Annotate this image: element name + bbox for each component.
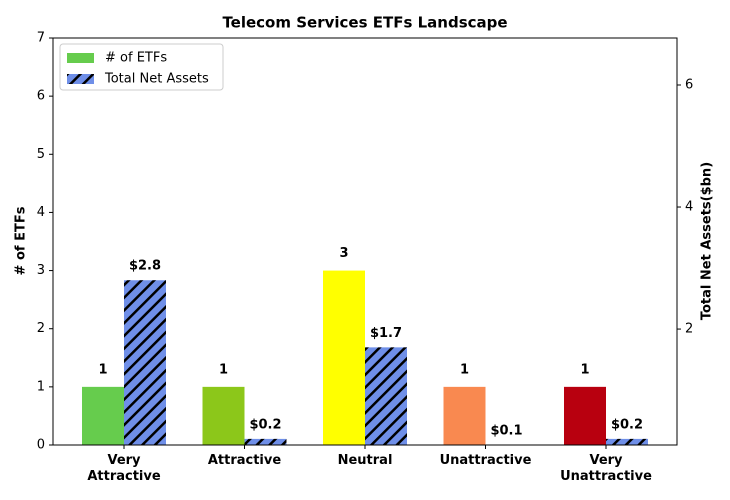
bar-group — [606, 438, 648, 445]
bar-group — [244, 438, 287, 445]
bar — [564, 386, 606, 445]
y-tick-label: 4 — [37, 205, 45, 220]
y2-tick-label: 4 — [685, 200, 693, 215]
value-label: 1 — [98, 362, 107, 377]
value-label: 1 — [460, 362, 469, 377]
value-label: 3 — [339, 246, 348, 261]
bar-hatch — [124, 280, 166, 445]
x-tick-label: Very Unattractive — [560, 453, 652, 484]
bar-group — [124, 280, 166, 445]
legend-label: Total Net Assets — [104, 72, 209, 87]
legend-hatch — [67, 74, 94, 84]
bar — [82, 386, 124, 445]
y-tick-label: 2 — [37, 321, 45, 336]
y-tick-label: 5 — [37, 147, 45, 162]
y2-tick-label: 6 — [685, 77, 693, 92]
y2-tick-label: 2 — [685, 322, 693, 337]
bar — [443, 386, 486, 445]
value-label: $0.2 — [249, 417, 281, 432]
x-tick-label: Neutral — [337, 453, 393, 468]
legend-box — [59, 43, 224, 91]
x-tick-label: Unattractive — [439, 453, 532, 468]
bar-hatch — [606, 438, 648, 445]
bar — [323, 270, 365, 445]
y-tick-label: 0 — [37, 438, 45, 453]
y-tick-label: 1 — [37, 379, 45, 394]
legend-swatch — [67, 53, 94, 63]
value-label: $1.7 — [370, 326, 402, 341]
chart-title: Telecom Services ETFs Landscape — [222, 14, 507, 32]
x-tick-label: Very Attractive — [87, 453, 161, 484]
legend-label: # of ETFs — [105, 51, 167, 66]
value-label: $0.2 — [611, 417, 643, 432]
bar-group — [365, 347, 407, 445]
plot-frame — [52, 37, 678, 446]
value-label: 1 — [580, 362, 589, 377]
y2-axis-label: Total Net Assets($bn) — [700, 162, 715, 320]
value-label: $0.1 — [490, 424, 522, 439]
y-tick-label: 3 — [37, 263, 45, 278]
bar-hatch — [365, 347, 407, 445]
x-tick-label: Attractive — [207, 453, 282, 468]
y-tick-label: 6 — [37, 89, 45, 104]
value-label: $2.8 — [129, 259, 161, 274]
bar — [202, 386, 245, 445]
y-axis-label: # of ETFs — [14, 206, 29, 275]
y-tick-label: 7 — [37, 31, 45, 46]
bar-hatch — [244, 438, 287, 445]
value-label: 1 — [219, 362, 228, 377]
